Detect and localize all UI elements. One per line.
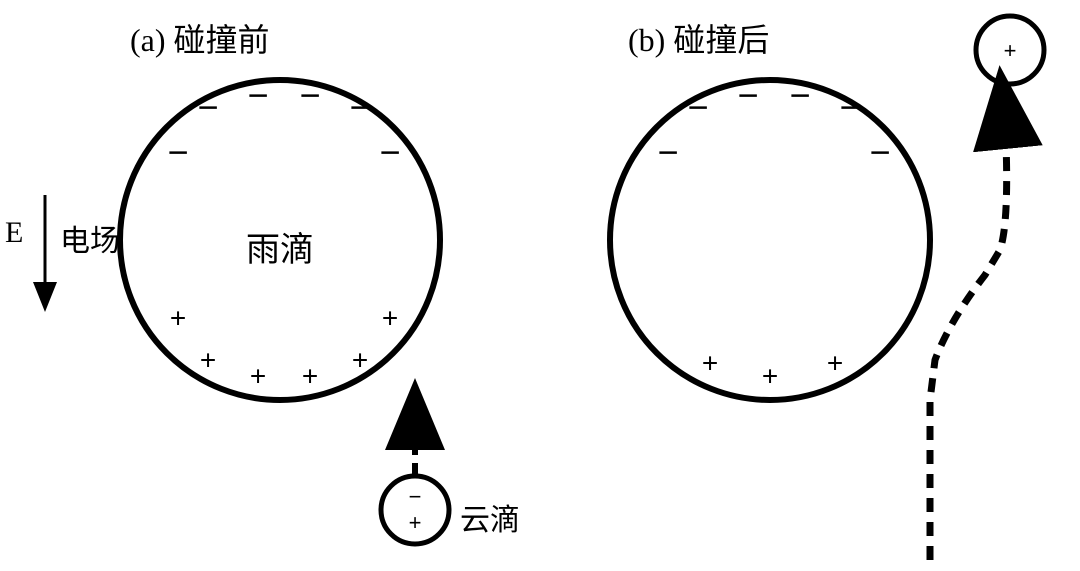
svg-text:+: + (382, 302, 398, 333)
svg-text:−: − (789, 75, 810, 116)
svg-text:+: + (200, 344, 216, 375)
svg-text:+: + (302, 360, 318, 391)
negative-charges-b: −−−−−− (657, 75, 890, 173)
svg-text:+: + (827, 347, 843, 378)
svg-text:−: − (299, 75, 320, 116)
svg-text:+: + (170, 302, 186, 333)
svg-text:+: + (762, 360, 778, 391)
cloud-neg-charge: − (409, 484, 422, 509)
svg-text:−: − (687, 87, 708, 128)
svg-text:−: − (657, 132, 678, 173)
svg-text:+: + (352, 344, 368, 375)
svg-text:−: − (737, 75, 758, 116)
diagram-svg: −−−−−− ++++++ − + −−−−−− +++ + (0, 0, 1080, 571)
svg-text:+: + (250, 360, 266, 391)
cloud-pos-charge: + (409, 510, 422, 535)
physics-diagram: (a) 碰撞前 (b) 碰撞后 E 电场 雨滴 云滴 −−−−−− ++++++… (0, 0, 1080, 571)
svg-text:−: − (349, 87, 370, 128)
raindrop-a (120, 80, 440, 400)
negative-charges-a: −−−−−− (167, 75, 400, 173)
svg-text:+: + (702, 347, 718, 378)
svg-text:−: − (839, 87, 860, 128)
positive-charges-b: + + + (702, 347, 843, 391)
trajectory-arrow-b (930, 100, 1007, 560)
svg-text:−: − (379, 132, 400, 173)
svg-text:−: − (167, 132, 188, 173)
raindrop-b (610, 80, 930, 400)
escaped-pos-charge: + (1004, 38, 1017, 63)
svg-text:−: − (247, 75, 268, 116)
svg-text:−: − (869, 132, 890, 173)
svg-text:−: − (197, 87, 218, 128)
